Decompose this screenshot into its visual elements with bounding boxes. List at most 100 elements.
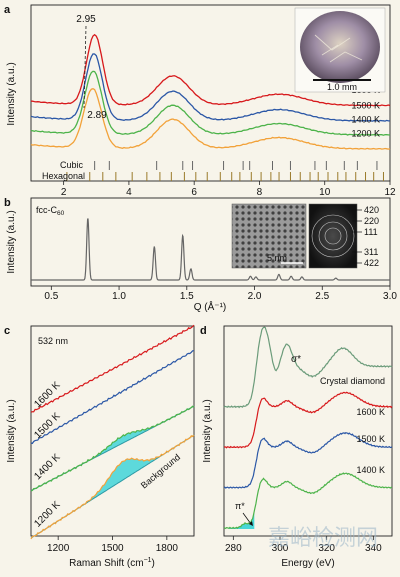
panel-c-curves	[30, 324, 195, 540]
panel-a-frame	[30, 4, 391, 182]
panel-d-x-tick-label: 340	[365, 543, 382, 554]
panel-c-series-1200k	[30, 434, 195, 540]
panel-a-cubic-label: Cubic	[60, 160, 84, 170]
panel-b-x-tick-label: 2.5	[315, 291, 329, 302]
panel-b-saed-label: 220	[364, 216, 379, 226]
panel-d-x-tick-label: 300	[272, 543, 289, 554]
panel-a-peak-label-bottom: 2.89	[87, 110, 107, 121]
panel-d-pi-fill	[228, 511, 255, 529]
panel-d: d Intensity (a.u.) Crystal diamond 1600 K…	[200, 325, 393, 569]
panel-a-ylabel: Intensity (a.u.)	[6, 62, 17, 125]
panel-b-x-tick-label: 1.5	[180, 291, 194, 302]
panel-a-inset-cracks	[314, 34, 363, 63]
panel-b-saed-label: 420	[364, 205, 379, 215]
panel-b-x-tick-label: 1.0	[112, 291, 126, 302]
panel-c-series-label: 1200 K	[32, 499, 62, 529]
panel-b-pattern-line	[31, 218, 390, 281]
panel-a-x-tick-label: 12	[384, 187, 396, 198]
panel-a-x-tick-label: 6	[191, 187, 197, 198]
panel-a-series-1500k	[30, 53, 390, 122]
watermark: 嘉峪检测网	[268, 525, 378, 550]
panel-d-pi-arrowhead	[249, 521, 253, 526]
panel-a-series-label: 1500 K	[351, 100, 380, 110]
panel-a-inset-sample-image	[300, 11, 380, 83]
panel-c-x-tick-label: 1200	[47, 543, 70, 554]
panel-c-ylabel: Intensity (a.u.)	[6, 399, 17, 462]
panel-a-letter: a	[4, 4, 11, 16]
panel-b-hrtem-scale-label: 5 nm	[267, 253, 287, 263]
panel-d-sigma-label: σ*	[291, 354, 301, 365]
panel-a-series-label: 1200 K	[351, 128, 380, 138]
panel-b-curve	[31, 218, 390, 281]
panel-d-series-label: 1400 K	[356, 465, 385, 475]
panel-c-letter: c	[4, 325, 10, 337]
panel-b-hrtem-image	[231, 203, 307, 269]
panel-d-xlabel: Energy (eV)	[281, 558, 334, 569]
panel-c-series-label: 1600 K	[32, 380, 62, 410]
panel-d-series-1500k	[223, 432, 393, 489]
panel-a-x-tick-label: 8	[257, 187, 263, 198]
panel-b-x-tick-label: 2.0	[248, 291, 262, 302]
panel-b-xlabel: Q (Å⁻¹)	[194, 300, 227, 313]
panel-b-saed-rings	[311, 214, 355, 258]
panel-a-inset-scale-label: 1.0 mm	[327, 82, 357, 92]
panel-d-pi-label: π*	[235, 501, 245, 511]
panel-d-letter: d	[200, 325, 207, 337]
panel-c-series-label: 1400 K	[32, 452, 62, 482]
panel-d-series-label: 1500 K	[356, 434, 385, 444]
panel-a-series-1200k	[30, 87, 391, 150]
panel-c-x-ticks: 1200 1500 1800	[47, 536, 178, 554]
panel-d-ylabel: Intensity (a.u.)	[202, 399, 213, 462]
panel-b-x-tick-label: 0.5	[44, 291, 58, 302]
panel-d-series-crystaldiamond	[223, 326, 393, 409]
panel-b-x-ticks: 0.5 1.0 1.5 2.0 2.5 3.0	[44, 286, 397, 302]
panel-a-x-tick-label: 10	[319, 187, 331, 198]
panel-c-series-1400k	[30, 405, 195, 492]
panel-a-series-1400k	[30, 70, 391, 136]
panel-b-saed-label: 422	[364, 258, 379, 268]
panel-c-background-label: Background	[139, 452, 182, 491]
panel-a-peak-label-top: 2.95	[76, 14, 96, 25]
panel-c-title: 532 nm	[38, 336, 68, 346]
panel-a-series-1600k	[30, 33, 391, 107]
panel-b-saed-label: 111	[364, 227, 378, 237]
panel-d-x-ticks: 280 300 320 340	[225, 536, 382, 554]
panel-c-series-1600k	[30, 324, 195, 413]
panel-b-saed-image	[308, 203, 358, 269]
panel-b-frame	[30, 197, 391, 287]
panel-a-reference-ticks	[66, 161, 384, 181]
panel-d-series-label: 1600 K	[356, 407, 385, 417]
panel-a-x-ticks: 2 4 6 8 10 12	[61, 181, 396, 198]
panel-d-series-label: Crystal diamond	[320, 376, 385, 386]
panel-c-series-label: 1500 K	[32, 411, 62, 441]
panel-c-series-1500k	[30, 350, 195, 445]
panel-c-x-tick-label: 1500	[101, 543, 124, 554]
panel-d-x-tick-label: 320	[318, 543, 335, 554]
panel-b-x-tick-label: 3.0	[383, 291, 397, 302]
panel-c-x-tick-label: 1800	[156, 543, 179, 554]
panel-b-letter: b	[4, 197, 11, 209]
panel-a-hexagonal-label: Hexagonal	[42, 171, 85, 181]
panel-a-x-tick-label: 2	[61, 187, 67, 198]
panel-d-frame	[223, 325, 393, 537]
panel-c-xlabel: Raman Shift (cm−1)	[69, 557, 155, 569]
panel-a-peak-dashed-line	[83, 25, 87, 109]
panel-d-series-labels: Crystal diamond 1600 K 1500 K 1400 K	[320, 376, 385, 475]
panel-b: b Intensity (a.u.) fcc-C60 0.5 1.0 1.5 2.0 2…	[4, 197, 397, 313]
panel-d-series-1600k	[224, 391, 393, 449]
panel-a-curves	[30, 33, 391, 150]
panel-a-series-label: 1400 K	[351, 114, 380, 124]
panel-d-pi-arrow	[242, 512, 252, 525]
panel-b-title: fcc-C60	[36, 205, 65, 217]
panel-a-x-tick-label: 4	[126, 187, 132, 198]
panel-b-ylabel: Intensity (a.u.)	[6, 210, 17, 273]
panel-d-curves	[223, 326, 393, 530]
panel-d-series-1400k	[223, 472, 392, 530]
panel-b-saed-label: 311	[364, 247, 378, 257]
